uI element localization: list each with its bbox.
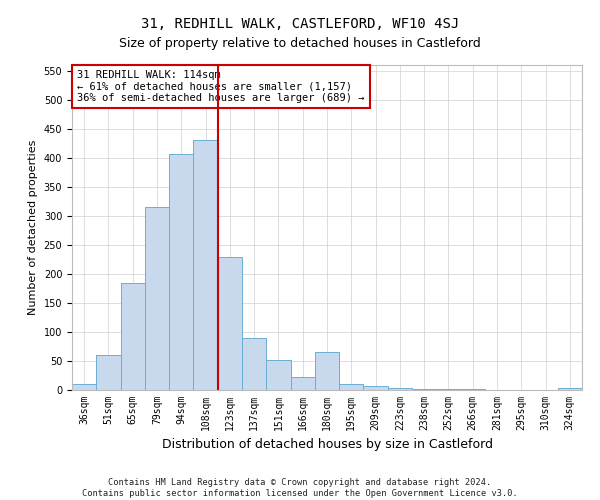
Bar	[364, 386, 388, 390]
Bar	[96, 355, 121, 390]
Bar	[461, 389, 485, 390]
Bar	[169, 154, 193, 390]
Bar	[388, 388, 412, 390]
Bar	[121, 282, 145, 390]
Y-axis label: Number of detached properties: Number of detached properties	[28, 140, 38, 315]
Bar	[266, 360, 290, 390]
Bar	[145, 207, 169, 390]
Bar	[558, 388, 582, 390]
Text: Contains HM Land Registry data © Crown copyright and database right 2024.
Contai: Contains HM Land Registry data © Crown c…	[82, 478, 518, 498]
Bar	[193, 140, 218, 390]
Bar	[339, 384, 364, 390]
Bar	[412, 389, 436, 390]
Text: 31 REDHILL WALK: 114sqm
← 61% of detached houses are smaller (1,157)
36% of semi: 31 REDHILL WALK: 114sqm ← 61% of detache…	[77, 70, 365, 103]
Bar	[242, 338, 266, 390]
Text: Size of property relative to detached houses in Castleford: Size of property relative to detached ho…	[119, 38, 481, 51]
Bar	[315, 352, 339, 390]
X-axis label: Distribution of detached houses by size in Castleford: Distribution of detached houses by size …	[161, 438, 493, 452]
Bar	[436, 389, 461, 390]
Text: 31, REDHILL WALK, CASTLEFORD, WF10 4SJ: 31, REDHILL WALK, CASTLEFORD, WF10 4SJ	[141, 18, 459, 32]
Bar	[72, 384, 96, 390]
Bar	[218, 256, 242, 390]
Bar	[290, 377, 315, 390]
